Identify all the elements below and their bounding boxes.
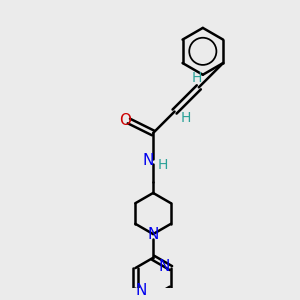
Text: N: N	[142, 153, 154, 168]
Text: N: N	[148, 226, 159, 242]
Text: H: H	[191, 71, 202, 85]
Text: H: H	[158, 158, 168, 172]
Text: H: H	[180, 111, 190, 125]
Text: O: O	[119, 113, 131, 128]
Text: N: N	[136, 283, 147, 298]
Text: N: N	[159, 259, 170, 274]
